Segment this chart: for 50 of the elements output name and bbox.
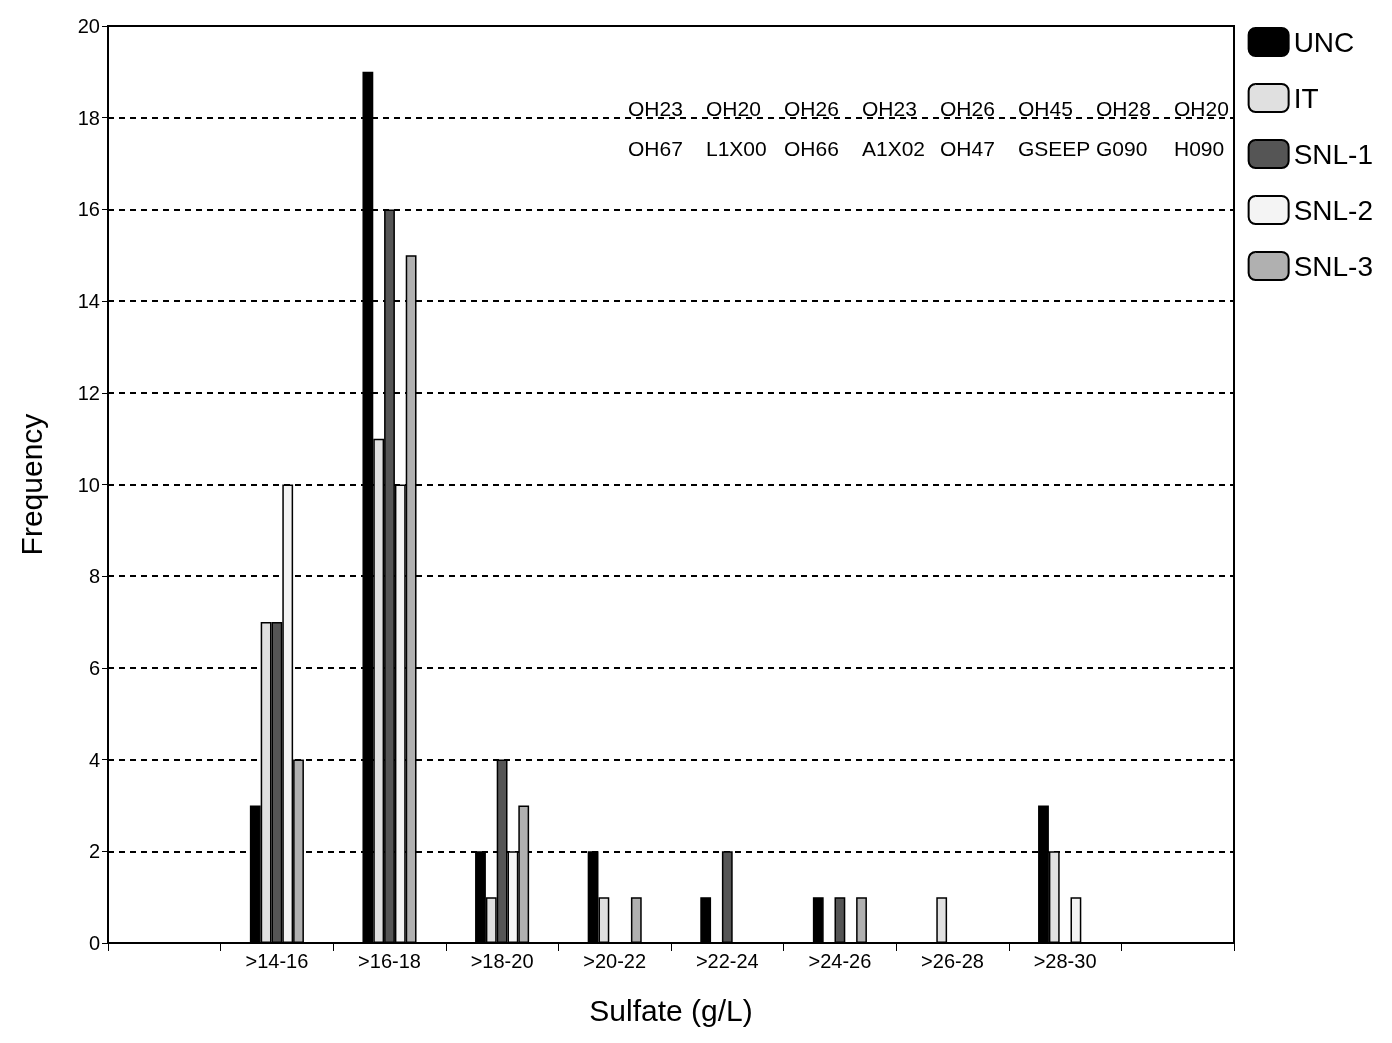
bar — [812, 897, 824, 943]
legend-label: SNL-3 — [1293, 250, 1374, 282]
annotation: OH28 — [1096, 96, 1151, 120]
x-tick-label: >24-26 — [808, 950, 872, 972]
legend-label: UNC — [1293, 26, 1355, 58]
annotation: A1X02 — [862, 136, 926, 160]
annotation: OH20 — [706, 96, 761, 120]
y-tick-label: 18 — [77, 106, 100, 129]
annotation: OH67 — [628, 136, 683, 160]
y-axis-title: Frequency — [14, 413, 48, 556]
y-tick-label: 14 — [77, 290, 100, 313]
bar — [721, 851, 733, 943]
x-tick-label: >14-16 — [245, 950, 309, 972]
y-tick-label: 8 — [88, 565, 100, 588]
legend-label: SNL-2 — [1293, 194, 1374, 226]
bar — [700, 897, 712, 943]
x-tick-label: >18-20 — [470, 950, 534, 972]
annotation: OH23 — [628, 96, 683, 120]
legend-label: SNL-1 — [1293, 138, 1374, 170]
legend-label: IT — [1293, 82, 1319, 114]
annotation: OH45 — [1018, 96, 1073, 120]
y-tick-label: 20 — [77, 15, 100, 37]
annotation: OH47 — [940, 136, 995, 160]
bar — [936, 897, 948, 943]
bar — [1070, 897, 1082, 943]
bar — [834, 897, 846, 943]
annotation: G090 — [1096, 136, 1148, 160]
annotation: OH66 — [784, 136, 839, 160]
y-tick-label: 0 — [88, 932, 100, 954]
bar — [630, 897, 642, 943]
x-axis-title: Sulfate (g/L) — [589, 993, 753, 1027]
y-tick-label: 2 — [88, 840, 100, 863]
x-tick-label: >26-28 — [921, 950, 984, 972]
y-tick-label: 16 — [77, 198, 100, 221]
annotation: OH20 — [1174, 96, 1229, 120]
annotation: OH26 — [784, 96, 839, 120]
annotation: OH23 — [862, 96, 917, 120]
x-tick-label: >28-30 — [1033, 950, 1097, 972]
y-tick-label: 12 — [77, 381, 100, 404]
annotation: GSEEP — [1018, 136, 1091, 160]
annotation: H090 — [1174, 136, 1225, 160]
x-tick-label: >16-18 — [358, 950, 421, 972]
annotation: OH26 — [940, 96, 995, 120]
annotation: L1X00 — [706, 136, 767, 160]
y-tick-label: 4 — [88, 748, 100, 771]
y-tick-label: 10 — [77, 473, 100, 496]
y-tick-label: 6 — [88, 656, 100, 679]
bar — [856, 897, 867, 943]
x-tick-label: >22-24 — [695, 950, 759, 972]
x-tick-label: >20-22 — [583, 950, 647, 972]
